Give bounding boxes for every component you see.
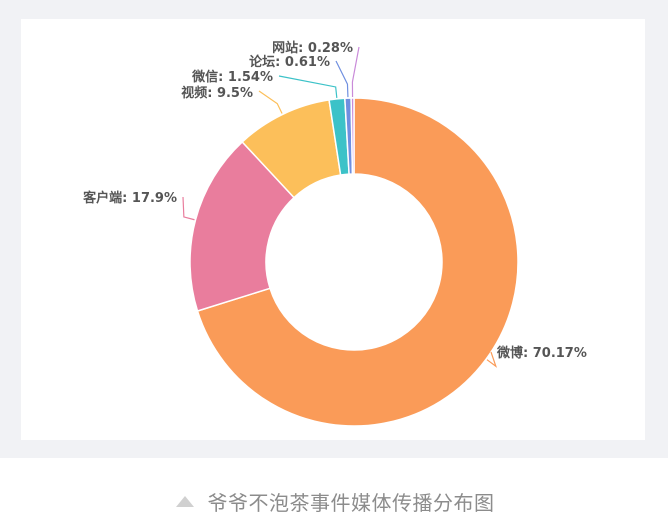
slice-1 (189, 140, 296, 312)
leader-line-5 (351, 46, 360, 98)
slice-label-0: 微博: 70.17% (496, 345, 587, 361)
leader-line-0 (486, 351, 498, 368)
slice-label-3: 微信: 1.54% (191, 69, 273, 85)
leader-line-3 (278, 75, 338, 98)
slice-label-1: 客户端: 17.9% (83, 190, 177, 206)
donut-chart: 微博: 70.17% 客户端: 17.9% 视频: 9.5%微信: 1.54%论坛:… (83, 40, 587, 427)
slice-0 (196, 97, 519, 427)
slice-5 (350, 97, 355, 175)
leader-line-4 (335, 60, 349, 98)
leader-line-2 (258, 90, 283, 114)
caption-text: 爷爷不泡茶事件媒体传播分布图 (207, 490, 495, 515)
triangle-up-icon (175, 496, 194, 507)
leader-line-1 (182, 196, 195, 221)
figure-caption: 爷爷不泡茶事件媒体传播分布图 (0, 484, 668, 518)
slice-label-2: 视频: 9.5% (181, 85, 253, 101)
figure-frame: 微博: 70.17% 客户端: 17.9% 视频: 9.5% 微信: 1.54% 论坛:… (0, 0, 668, 458)
slice-label-5: 网站: 0.28% (272, 40, 353, 56)
chart-card: 微博: 70.17% 客户端: 17.9% 视频: 9.5% 微信: 1.54% 论坛:… (21, 19, 645, 440)
slice-label-4: 论坛: 0.61% (249, 54, 330, 70)
